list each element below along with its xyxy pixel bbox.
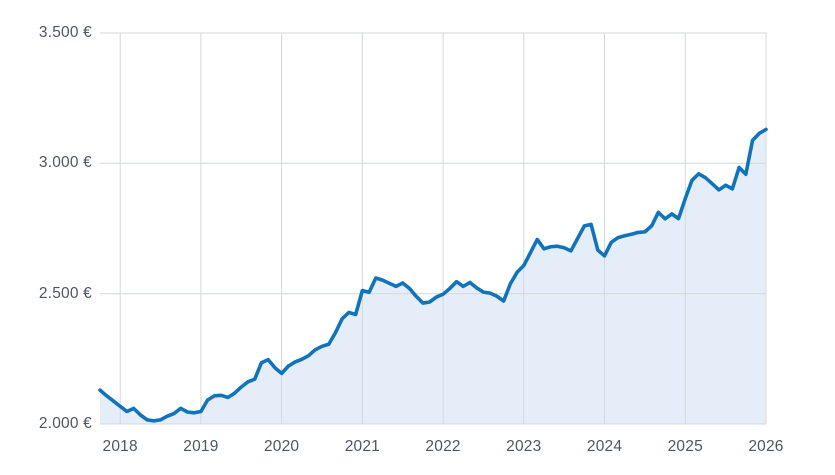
y-axis-tick-label: 3.000 € — [38, 154, 92, 172]
x-axis-tick-label: 2020 — [263, 438, 300, 455]
y-axis-tick-label: 2.500 € — [38, 284, 92, 302]
x-axis-tick-label: 2025 — [667, 438, 703, 455]
x-axis-tick-label: 2019 — [183, 438, 219, 455]
x-axis-tick-label: 2023 — [506, 438, 542, 455]
y-axis-tick-label: 3.500 € — [38, 24, 92, 41]
x-axis-tick-label: 2021 — [344, 438, 380, 455]
series-line — [98, 127, 768, 423]
x-axis-tick-label: 2024 — [586, 438, 623, 455]
x-axis-tick-label: 2018 — [102, 438, 138, 455]
y-axis-tick-label: 2.000 € — [38, 415, 92, 432]
series-area-fill — [100, 129, 766, 424]
x-axis-tick-label: 2022 — [425, 438, 461, 455]
x-axis-tick-label: 2026 — [748, 438, 784, 455]
